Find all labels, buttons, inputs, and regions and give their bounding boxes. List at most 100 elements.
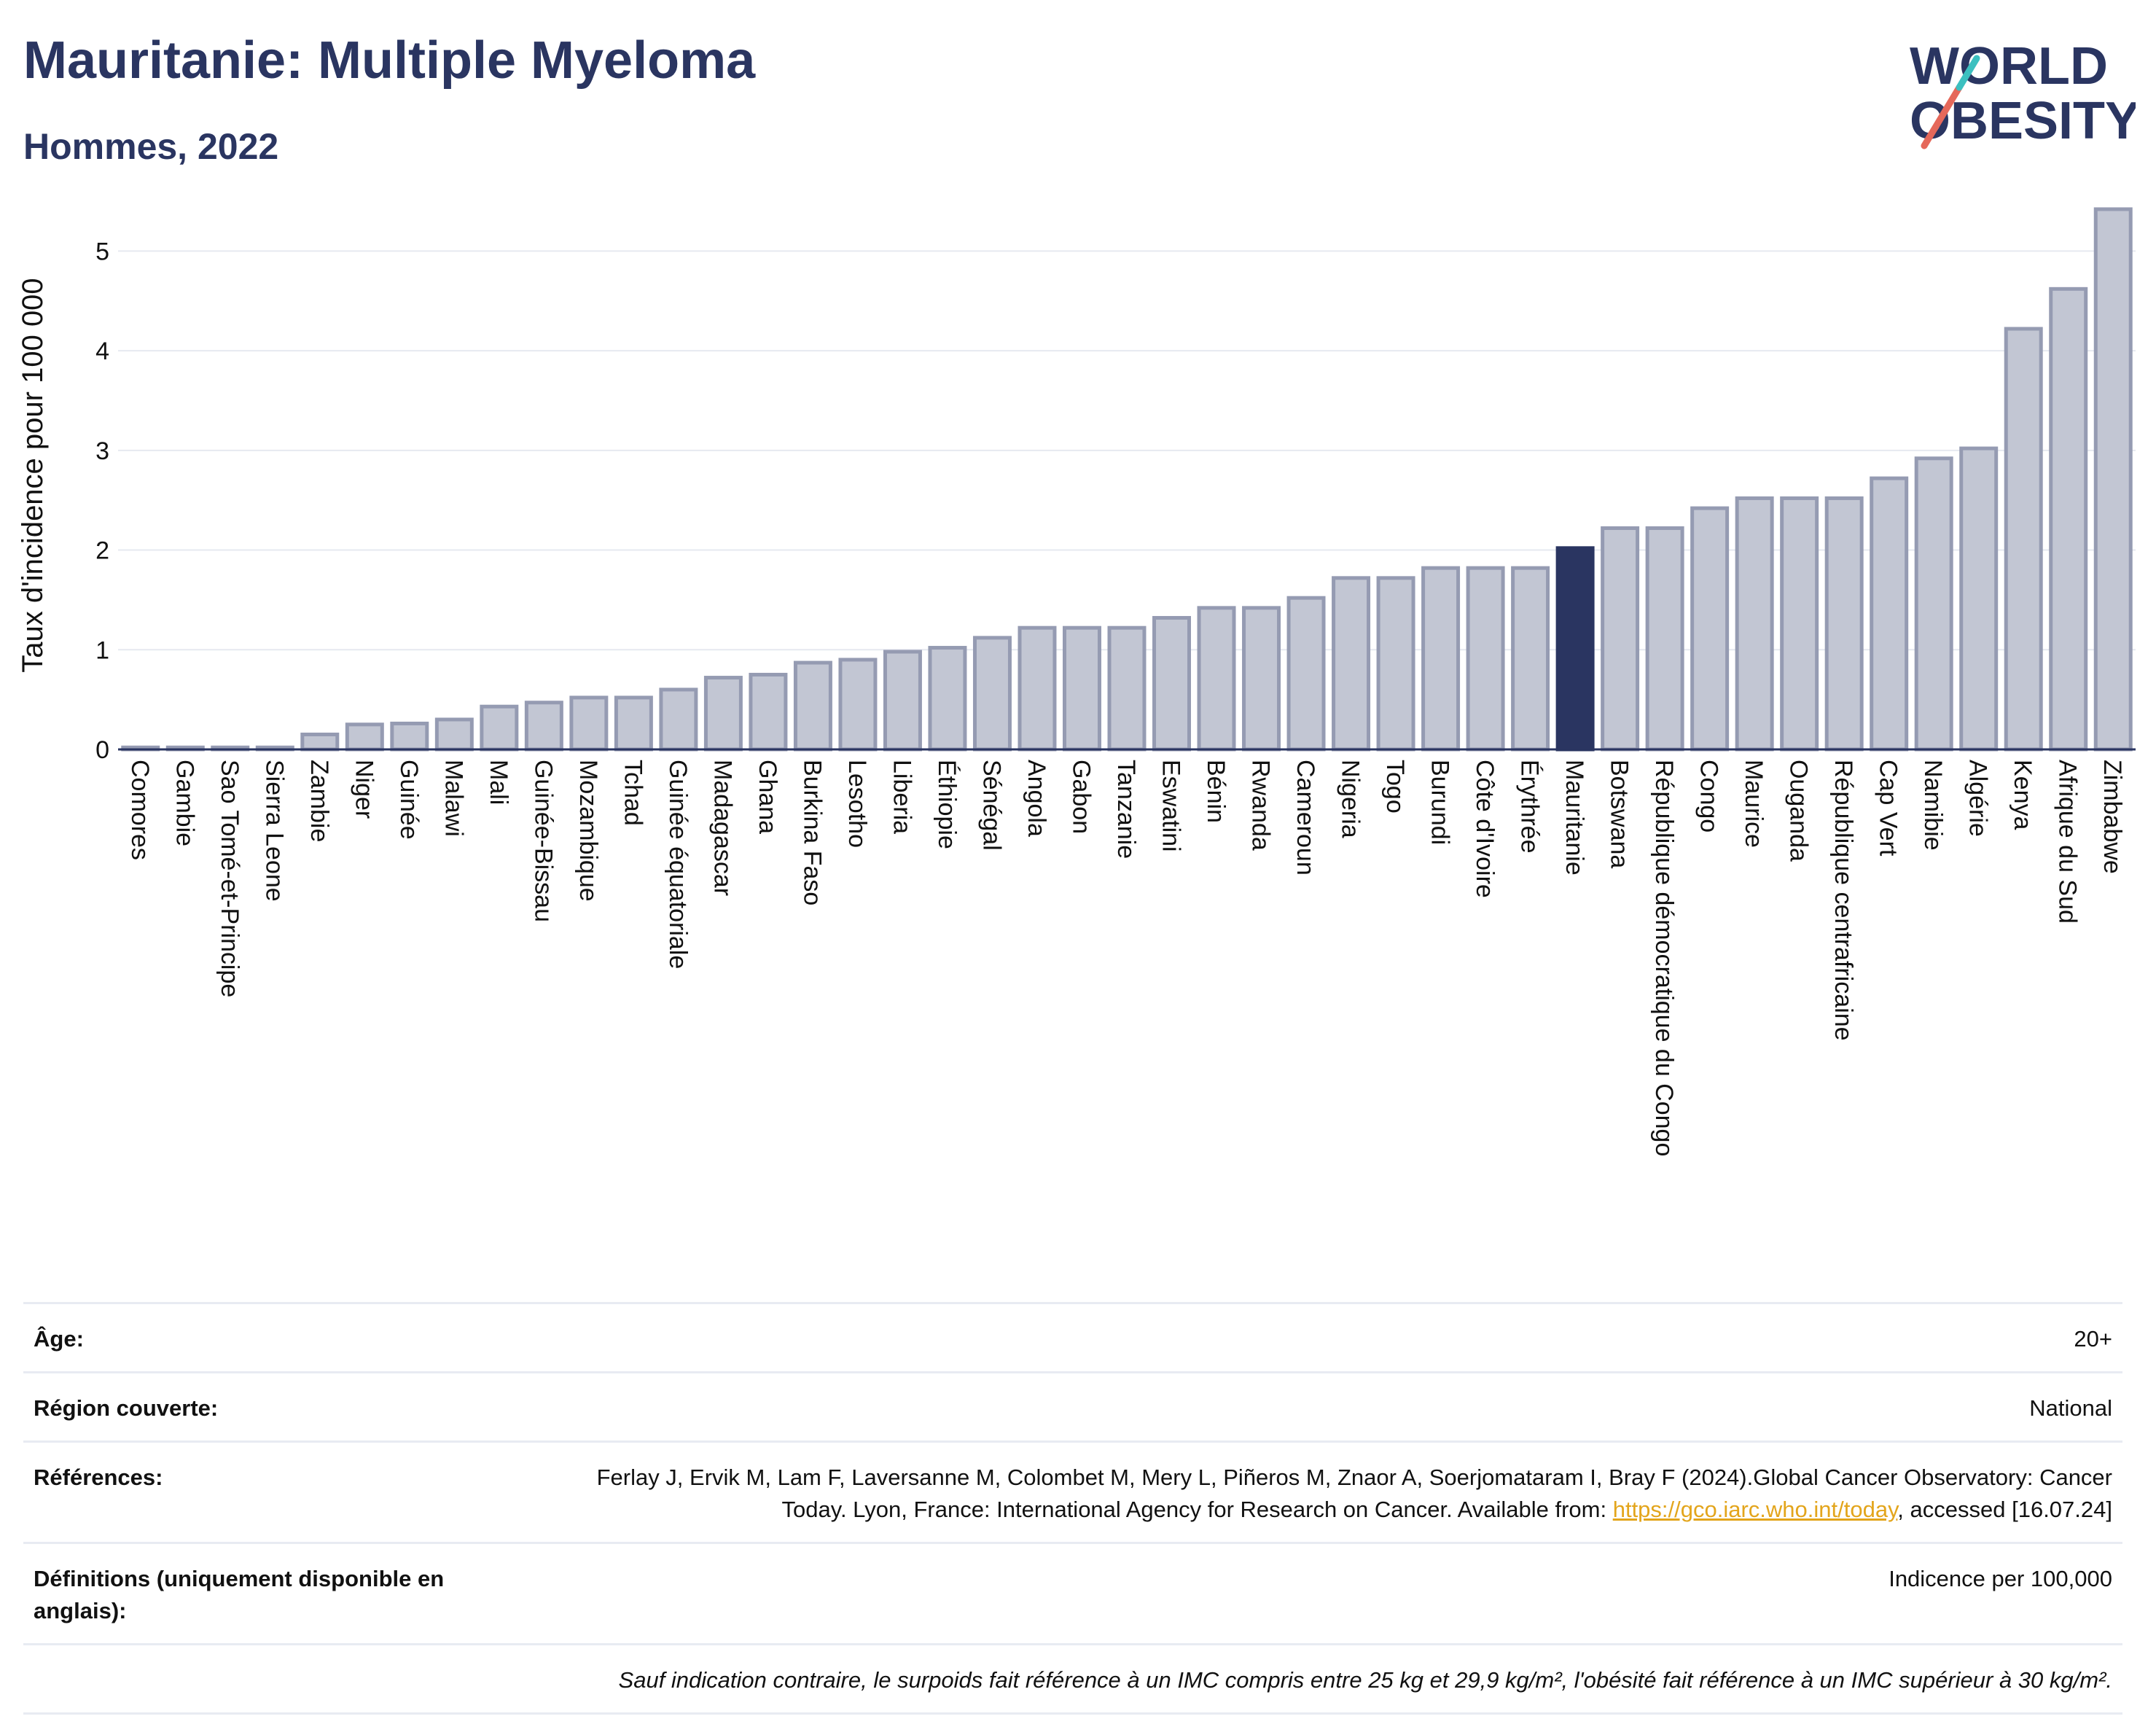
x-tick-label: Tchad bbox=[619, 760, 647, 826]
bar bbox=[300, 732, 340, 752]
y-tick-label: 5 bbox=[95, 238, 109, 265]
x-tick-label: Malawi bbox=[440, 760, 467, 837]
page-subtitle: Hommes, 2022 bbox=[23, 126, 279, 167]
bar bbox=[1107, 625, 1147, 752]
bar-layer bbox=[121, 207, 2133, 752]
logo-slash-teal bbox=[1956, 55, 1980, 91]
bar bbox=[838, 658, 878, 752]
x-tick-label: Mauritanie bbox=[1561, 760, 1588, 876]
category-label-layer: Comores Gambie Sao Tomé-et-Principe Sierra … bbox=[126, 760, 2126, 1156]
bar bbox=[1824, 496, 1864, 752]
x-tick-label: Zambie bbox=[305, 760, 333, 842]
y-tick-label: 4 bbox=[95, 338, 109, 365]
x-tick-label: Cameroun bbox=[1292, 760, 1319, 876]
x-tick-label: Burkina Faso bbox=[798, 760, 826, 905]
x-tick-label: République centrafricaine bbox=[1829, 760, 1857, 1041]
x-tick-label: Botswana bbox=[1606, 760, 1633, 868]
bar bbox=[749, 672, 788, 752]
region-label: Région couverte: bbox=[34, 1395, 219, 1421]
logo-line2: OBESITY bbox=[1910, 92, 2136, 150]
x-tick-label: Congo bbox=[1695, 760, 1723, 833]
bar bbox=[1645, 526, 1684, 752]
bar bbox=[1914, 456, 1953, 752]
x-tick-label: Angola bbox=[1023, 760, 1050, 837]
references-label: Références: bbox=[34, 1465, 163, 1490]
x-tick-label: Madagascar bbox=[708, 760, 736, 896]
bar bbox=[434, 717, 474, 752]
x-tick-label: Sierra Leone bbox=[260, 760, 288, 902]
info-row-references: Références: Ferlay J, Ervik M, Lam F, La… bbox=[23, 1440, 2122, 1542]
x-tick-label: République démocratique du Congo bbox=[1650, 760, 1678, 1156]
y-tick-label: 0 bbox=[95, 736, 109, 764]
bar bbox=[972, 636, 1012, 752]
x-tick-label: Gambie bbox=[171, 760, 198, 846]
x-tick-label: Éthiopie bbox=[933, 760, 961, 849]
x-tick-label: Sénégal bbox=[977, 760, 1005, 851]
x-tick-label: Côte d'Ivoire bbox=[1471, 760, 1499, 898]
x-tick-label: Kenya bbox=[2009, 760, 2036, 830]
x-tick-label: Guinée-Bissau bbox=[529, 760, 557, 922]
x-tick-label: Comores bbox=[126, 760, 154, 860]
bar bbox=[1511, 566, 1550, 752]
bar bbox=[1601, 526, 1640, 752]
page-title: Mauritanie: Multiple Myeloma bbox=[23, 31, 756, 90]
x-tick-label: Namibie bbox=[1919, 760, 1947, 851]
x-tick-label: Burundi bbox=[1426, 760, 1454, 845]
x-tick-label: Gabon bbox=[1067, 760, 1095, 834]
references-value: Ferlay J, Ervik M, Lam F, Laversanne M, … bbox=[529, 1462, 2112, 1526]
x-tick-label: Guinée bbox=[395, 760, 423, 840]
x-tick-label: Tanzanie bbox=[1112, 760, 1140, 859]
x-tick-label: Mozambique bbox=[574, 760, 602, 902]
bar bbox=[390, 721, 429, 752]
world-obesity-logo: WORLD OBESITY bbox=[1910, 37, 2136, 150]
x-tick-label: Mali bbox=[485, 760, 512, 805]
bar bbox=[345, 722, 384, 752]
x-tick-label: Niger bbox=[350, 760, 378, 819]
bar bbox=[1466, 566, 1505, 752]
references-link[interactable]: https://gco.iarc.who.int/today bbox=[1612, 1497, 1898, 1522]
bar bbox=[1332, 576, 1371, 752]
info-row-region: Région couverte: National bbox=[23, 1371, 2122, 1440]
definitions-value: Indicence per 100,000 bbox=[1889, 1566, 2112, 1591]
x-tick-label: Nigeria bbox=[1337, 760, 1364, 838]
x-tick-label: Lesotho bbox=[843, 760, 871, 848]
tick-layer: 0 1 2 3 4 5 bbox=[95, 238, 109, 764]
x-tick-label: Eswatini bbox=[1157, 760, 1185, 852]
y-tick-label: 1 bbox=[95, 636, 109, 664]
bar bbox=[928, 646, 967, 752]
x-tick-label: Bénin bbox=[1202, 760, 1230, 823]
x-tick-label: Ghana bbox=[754, 760, 781, 834]
references-text: Ferlay J, Ervik M, Lam F, Laversanne M, … bbox=[596, 1465, 2112, 1522]
bar bbox=[703, 676, 743, 752]
bar-chart: 0 1 2 3 4 5 Comores Gambie Sao Tomé-et-Principe… bbox=[17, 207, 2136, 1156]
bar bbox=[2049, 286, 2088, 752]
bar bbox=[569, 695, 609, 752]
x-tick-label: Érythrée bbox=[1516, 760, 1544, 854]
bar bbox=[480, 704, 519, 752]
bar bbox=[1421, 566, 1461, 752]
bar bbox=[614, 695, 653, 752]
definitions-label: Définitions (uniquement disponible en an… bbox=[34, 1566, 445, 1623]
x-tick-label: Sao Tomé-et-Principe bbox=[216, 760, 243, 997]
bar bbox=[2004, 327, 2043, 752]
bar bbox=[1690, 506, 1730, 752]
x-tick-label: Cap Vert bbox=[1875, 760, 1902, 857]
x-tick-label: Togo bbox=[1381, 760, 1409, 814]
bar bbox=[1062, 625, 1101, 752]
x-tick-label: Ouganda bbox=[1785, 760, 1813, 862]
bar bbox=[659, 687, 698, 752]
y-axis-title: Taux d'incidence pour 100 000 bbox=[17, 278, 49, 672]
bar bbox=[1242, 606, 1281, 752]
logo-line1: WORLD bbox=[1910, 37, 2108, 95]
age-value: 20+ bbox=[2074, 1326, 2112, 1352]
bar bbox=[1152, 616, 1192, 752]
region-value: National bbox=[2029, 1395, 2112, 1421]
bar bbox=[1018, 625, 1057, 752]
info-table: Âge: 20+ Région couverte: National Référ… bbox=[23, 1302, 2122, 1715]
bar bbox=[1870, 476, 1909, 752]
footnote: Sauf indication contraire, le surpoids f… bbox=[23, 1643, 2122, 1715]
x-tick-label: Rwanda bbox=[1247, 760, 1275, 851]
bar bbox=[2093, 207, 2133, 752]
info-row-definitions: Définitions (uniquement disponible en an… bbox=[23, 1542, 2122, 1643]
x-tick-label: Guinée équatoriale bbox=[664, 760, 692, 969]
